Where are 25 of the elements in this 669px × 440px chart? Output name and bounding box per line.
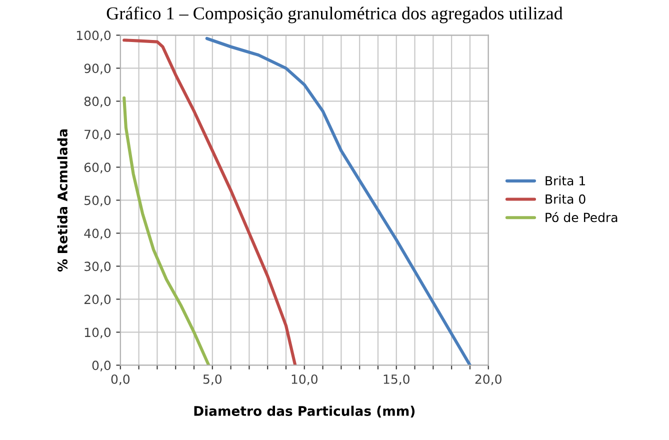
- y-tick-label: 70,0: [84, 130, 111, 140]
- x-axis-title: Diametro das Particulas (mm): [194, 406, 415, 418]
- y-axis-title: % Retida Acmulada: [57, 129, 68, 272]
- x-tick-label: 5,0: [203, 374, 222, 386]
- legend-label: Brita 0: [546, 194, 586, 204]
- line-series: [122, 96, 210, 366]
- x-tick-label: 20,0: [475, 374, 502, 386]
- y-tick-label: 80,0: [84, 96, 111, 108]
- y-tick-label: 50,0: [84, 196, 111, 206]
- y-tick-label: 10,0: [84, 328, 111, 338]
- line-series: [122, 38, 297, 366]
- x-tick-label: 0,0: [111, 374, 130, 386]
- line-series: [205, 36, 472, 366]
- chart-title: Gráfico 1 – Composição granulométrica dos agregados utilizad: [106, 6, 563, 24]
- y-tick-label: 90,0: [84, 64, 111, 74]
- x-tick-label: 10,0: [292, 374, 318, 386]
- y-tick-label: 60,0: [84, 162, 111, 174]
- y-tick-label: 40,0: [84, 228, 111, 240]
- y-tick-label: 100,0: [76, 30, 111, 42]
- y-tick-label: 30,0: [84, 262, 111, 272]
- legend-label: Brita 1: [546, 176, 585, 186]
- y-tick-label: 0,0: [92, 360, 111, 372]
- x-tick-label: 15,0: [384, 374, 410, 386]
- y-tick-label: 20,0: [84, 294, 111, 306]
- legend-label: Pó de Pedra: [546, 212, 618, 222]
